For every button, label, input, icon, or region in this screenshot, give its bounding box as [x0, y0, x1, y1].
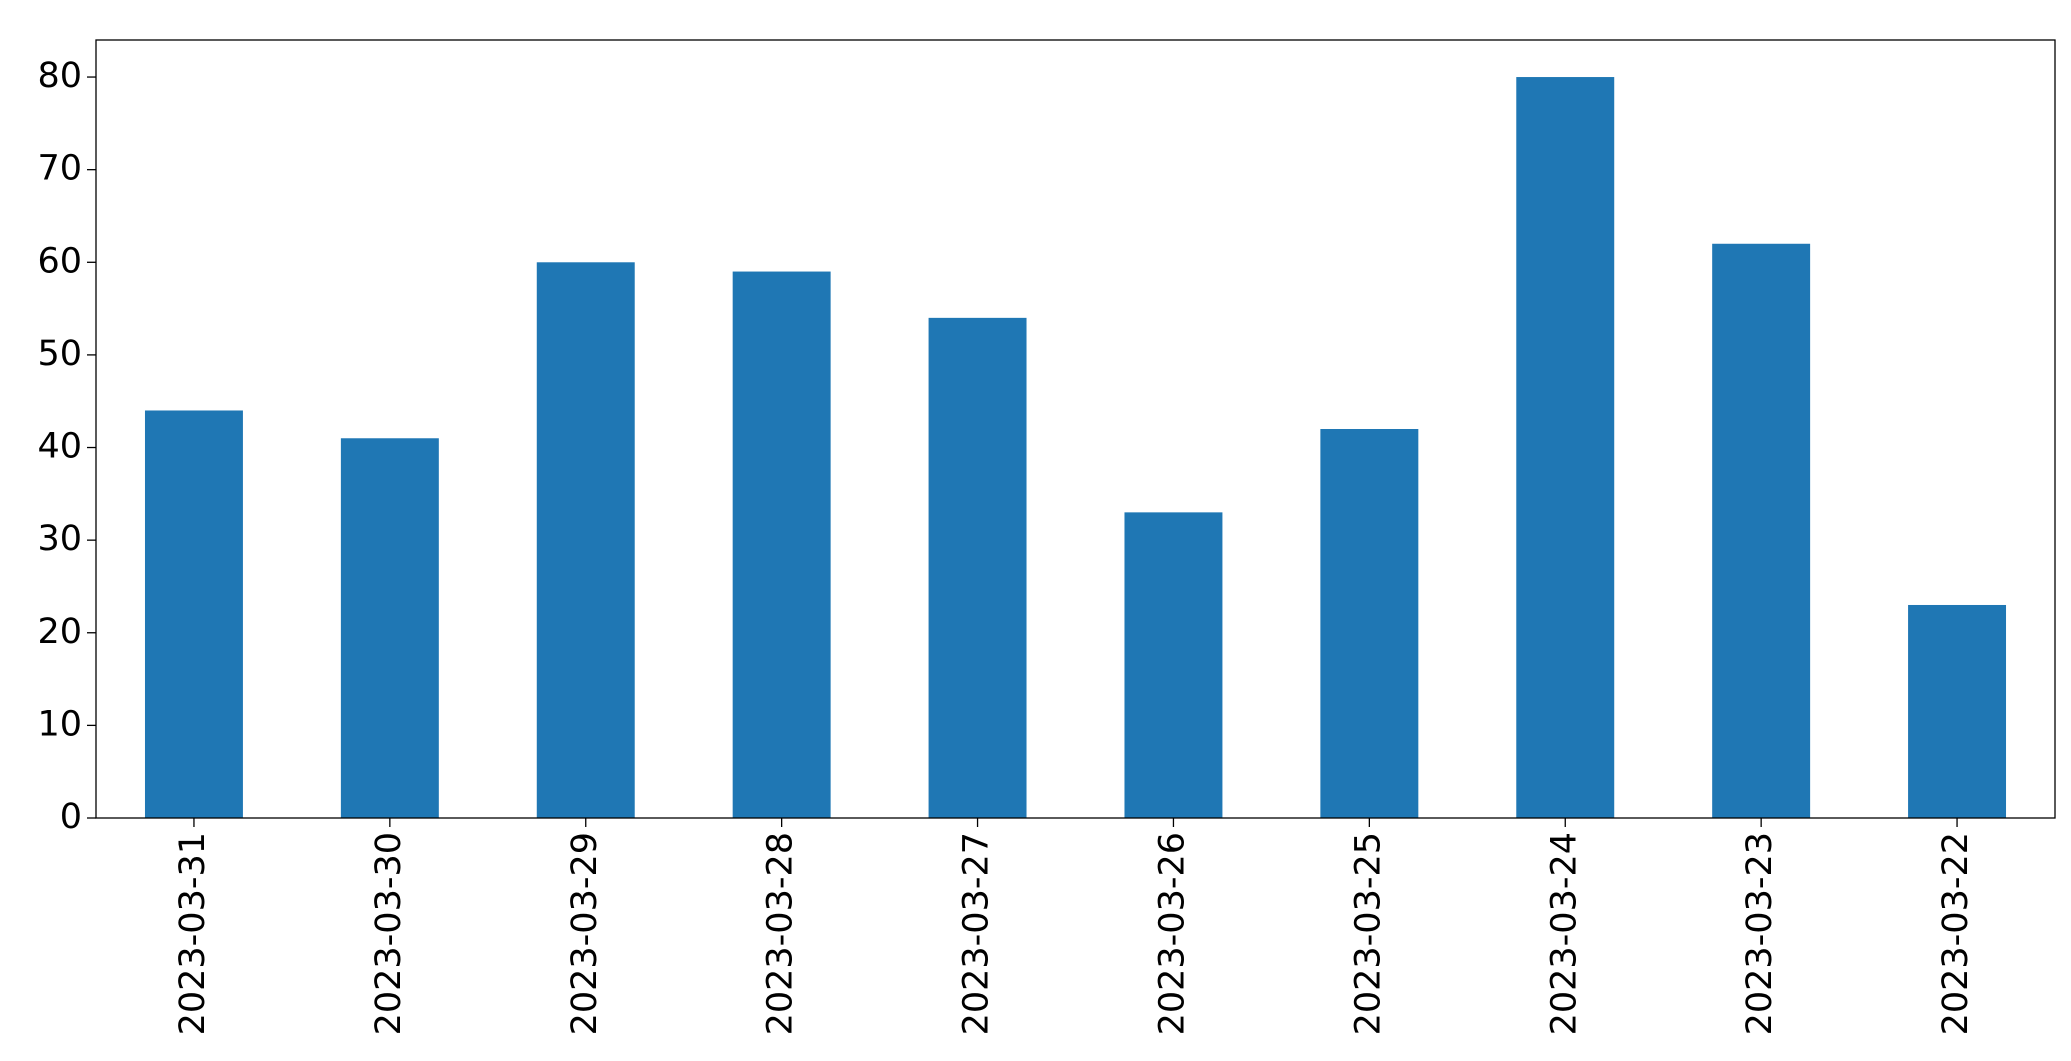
y-tick-label: 40 — [37, 427, 82, 467]
bar — [928, 317, 1027, 818]
y-tick-label: 80 — [37, 56, 82, 96]
x-tick-label: 2023-03-25 — [1348, 832, 1388, 1035]
y-tick-label: 70 — [37, 149, 82, 189]
y-tick-label: 10 — [37, 704, 82, 744]
x-tick-label: 2023-03-31 — [173, 832, 213, 1035]
bar — [1320, 429, 1419, 818]
bar — [1712, 243, 1811, 818]
bar — [536, 262, 635, 818]
y-tick-label: 50 — [37, 334, 82, 374]
y-tick-label: 60 — [37, 241, 82, 281]
x-tick-label: 2023-03-22 — [1936, 832, 1976, 1035]
x-tick-label: 2023-03-27 — [957, 832, 997, 1035]
x-tick-label: 2023-03-28 — [761, 832, 801, 1035]
x-tick-label: 2023-03-29 — [565, 832, 605, 1035]
x-tick-label: 2023-03-24 — [1544, 832, 1584, 1035]
x-tick-label: 2023-03-23 — [1740, 832, 1780, 1035]
y-tick-label: 0 — [60, 797, 82, 837]
bar — [144, 410, 243, 818]
bar — [1124, 512, 1223, 818]
x-tick-label: 2023-03-30 — [369, 832, 409, 1035]
bar — [1516, 77, 1615, 819]
y-tick-label: 20 — [37, 612, 82, 652]
x-tick-label: 2023-03-26 — [1152, 832, 1192, 1035]
bar — [340, 438, 439, 818]
bar — [1908, 604, 2007, 818]
y-tick-label: 30 — [37, 519, 82, 559]
plot-frame — [95, 39, 2056, 819]
bar — [732, 271, 831, 818]
